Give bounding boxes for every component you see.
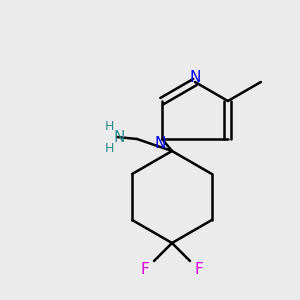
Text: H: H xyxy=(104,142,114,154)
Text: H: H xyxy=(104,119,114,133)
Text: N: N xyxy=(154,136,166,152)
Text: F: F xyxy=(141,262,149,277)
Text: F: F xyxy=(195,262,203,277)
Text: N: N xyxy=(113,130,125,145)
Text: N: N xyxy=(189,70,201,85)
